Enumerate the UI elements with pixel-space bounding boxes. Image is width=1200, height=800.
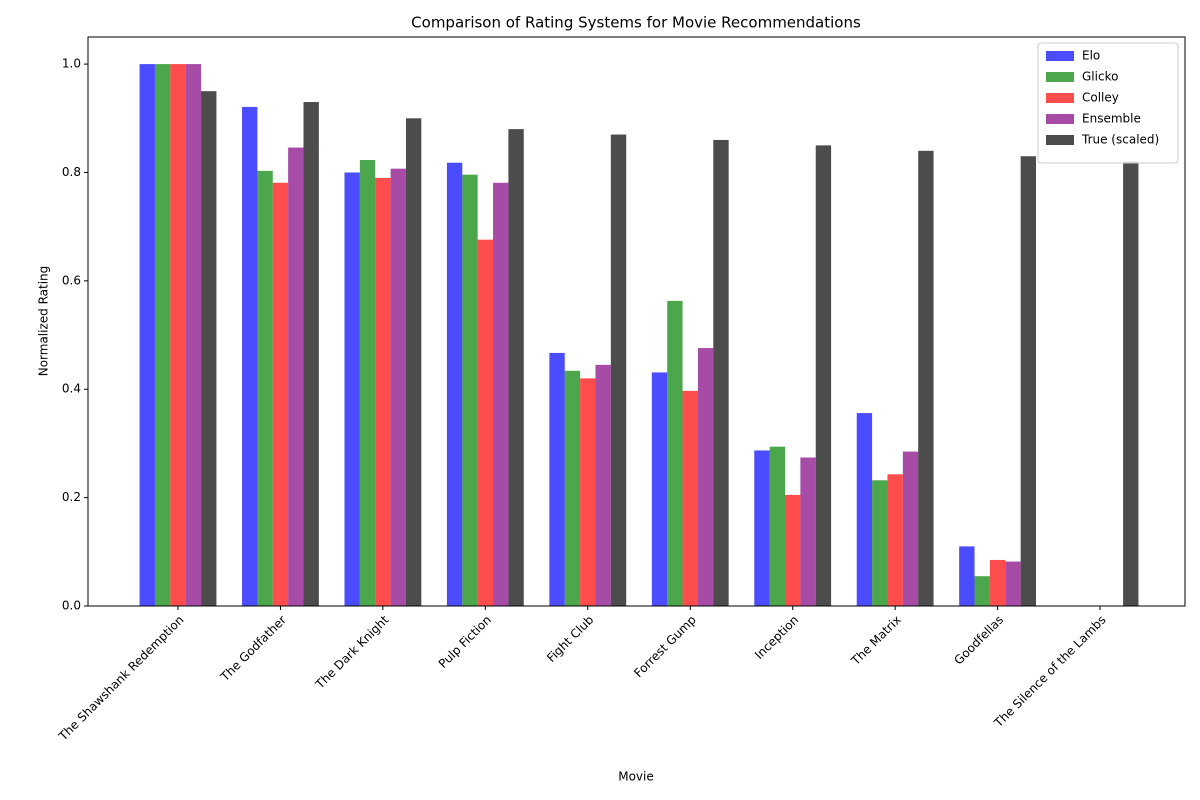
legend-swatch: [1046, 72, 1074, 82]
y-tick-label: 0.2: [62, 490, 81, 504]
bar: [769, 446, 786, 606]
bar: [902, 451, 919, 606]
bar: [564, 370, 581, 606]
bar: [754, 450, 770, 606]
bar: [887, 474, 903, 606]
x-tick-label: The Shawshank Redemption: [55, 613, 186, 744]
bar: [170, 64, 186, 607]
y-tick-label: 0.4: [62, 382, 81, 396]
bar: [1123, 161, 1139, 606]
x-tick-label: The Silence of the Lambs: [991, 613, 1109, 731]
y-tick-label: 1.0: [62, 57, 81, 71]
bar: [493, 182, 509, 606]
bar: [595, 364, 611, 606]
y-tick-label: 0.0: [62, 599, 81, 613]
bar: [872, 480, 888, 606]
plot-frame: [87, 36, 1186, 607]
bar: [288, 147, 304, 606]
bar: [549, 352, 565, 606]
bar: [359, 160, 376, 606]
bar: [462, 174, 478, 607]
y-tick-label: 0.8: [62, 165, 81, 179]
x-axis-label: Movie: [618, 770, 654, 784]
legend-swatch: [1046, 135, 1074, 145]
bar: [375, 177, 391, 606]
bar: [446, 162, 463, 606]
bar: [651, 372, 668, 606]
y-axis-label: Normalized Rating: [37, 266, 51, 377]
x-tick-label: Inception: [752, 613, 801, 662]
bar: [242, 106, 258, 607]
bar: [667, 300, 683, 606]
bar: [390, 168, 406, 606]
legend-label: Ensemble: [1082, 112, 1141, 126]
legend-label: True (scaled): [1081, 133, 1159, 147]
bar: [697, 348, 714, 606]
bar: [800, 457, 816, 606]
x-tick-label: The Matrix: [848, 613, 904, 669]
bar: [713, 139, 729, 606]
x-tick-label: Fight Club: [544, 613, 596, 665]
bar: [1020, 156, 1037, 606]
x-tick-label: The Godfather: [217, 613, 289, 685]
bar: [139, 64, 155, 607]
bar: [856, 413, 873, 606]
bar: [785, 494, 801, 606]
bar: [257, 170, 273, 607]
bar: [344, 172, 360, 606]
legend-swatch: [1046, 51, 1074, 61]
legend-label: Colley: [1082, 91, 1119, 105]
bar: [405, 118, 422, 607]
bar: [918, 150, 934, 607]
legend: Elo Glicko Colley Ensemble True (scaled): [1037, 42, 1179, 164]
bar: [201, 91, 217, 606]
x-tick-label: Forrest Gump: [631, 613, 699, 681]
legend-swatch: [1046, 93, 1074, 103]
bar: [989, 559, 1006, 606]
bar: [1005, 561, 1021, 606]
bar: [580, 378, 596, 606]
legend-label: Glicko: [1082, 70, 1118, 84]
bar: [959, 546, 975, 606]
bar: [974, 576, 990, 606]
bar: [508, 129, 524, 606]
bar: [303, 102, 319, 607]
legend-label: Elo: [1082, 49, 1100, 63]
legend-swatch: [1046, 114, 1074, 124]
chart-title: Comparison of Rating Systems for Movie R…: [411, 14, 861, 32]
x-tick-label: The Dark Knight: [312, 612, 392, 692]
bar: [815, 145, 832, 606]
x-tick-label: Pulp Fiction: [436, 613, 494, 671]
bar: [477, 239, 494, 607]
x-tick-label: Goodfellas: [951, 613, 1006, 668]
bar: [154, 64, 171, 607]
y-tick-label: 0.6: [62, 273, 81, 287]
bar: [682, 390, 698, 606]
bar: [185, 64, 202, 607]
bar: [272, 182, 289, 606]
bar: [610, 134, 627, 607]
